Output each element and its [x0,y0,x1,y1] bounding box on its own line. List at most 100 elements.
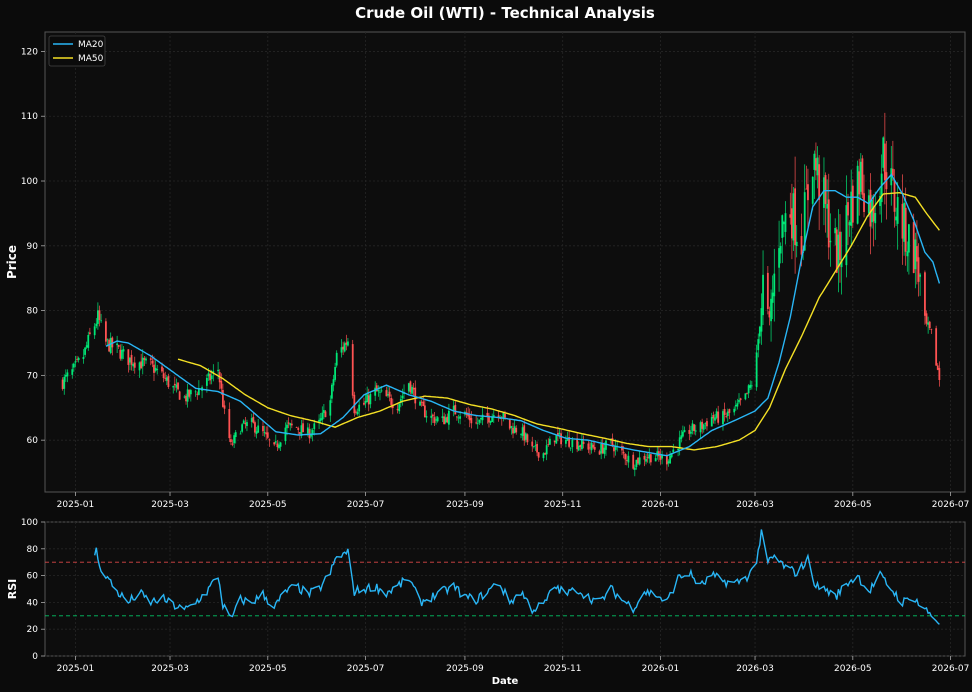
candle-body [156,369,159,370]
candle-body [670,453,673,458]
candle-body [127,349,130,365]
x-tick-label: 2025-11 [544,664,582,674]
candle-body [789,214,792,218]
candle-body [387,393,389,396]
candle-body [502,412,505,419]
candle-body [379,391,381,393]
candle-body [246,422,248,426]
candle-body [106,339,109,341]
candle-body [207,373,210,377]
candle-body [593,447,596,450]
candle-body [613,447,615,452]
candle-body [241,424,244,432]
candle-body [914,239,917,270]
candle-body [431,414,434,417]
candle-body [273,442,276,445]
candle-body [234,432,237,438]
y-tick-label: 70 [27,371,39,381]
candle-body [322,410,325,413]
x-tick-label: 2026-07 [932,500,970,510]
candle-body [699,422,702,433]
candle-body [88,332,91,334]
candle-body [66,372,69,377]
candle-body [818,164,821,200]
candle-body [532,446,535,447]
candle-body [755,352,758,388]
candle-body [678,437,681,449]
candle-body [310,434,312,437]
candle-body [456,416,458,418]
candle-body [924,272,926,316]
candle-body [274,441,277,443]
candle-body [446,416,449,423]
candle-body [582,441,585,445]
candle-body [589,447,591,449]
candle-body [614,445,617,450]
candle-body [766,272,769,309]
candle-body [659,455,662,460]
candle-body [254,422,256,433]
ma20-line [105,173,941,457]
candle-body [520,434,522,436]
price-y-axis: 60 70 80 90 100 110 120 [21,47,45,446]
candle-body [648,454,651,459]
candle-body [64,374,67,377]
candle-body [807,184,809,201]
candle-body [690,431,692,434]
candle-body [938,368,941,381]
candle-body [457,417,460,419]
x-tick-label: 2025-09 [446,500,484,510]
candle-body [499,418,502,419]
candle-body [795,241,798,247]
candle-body [84,347,86,355]
candle-body [278,444,280,448]
candle-body [680,435,683,439]
candle-body [210,375,213,380]
candle-body [194,391,197,393]
candle-body [672,449,675,453]
candle-body [723,408,726,416]
candle-body [385,390,388,397]
candle-body [646,457,649,459]
candle-body [87,334,90,348]
candle-body [925,313,928,324]
candle-body [414,387,417,404]
candle-body [173,383,176,386]
candle-body [624,454,627,460]
candle-body [355,411,357,413]
rsi-x-axis: 2025-01 2025-03 2025-05 2025-07 2025-09 2025-… [57,656,969,674]
candle-body [436,417,439,422]
y-tick-label: 120 [21,47,38,57]
candle-body [480,417,482,420]
candle-body [255,431,258,434]
candle-body [364,400,367,404]
candle-body [560,433,562,445]
candle-body [726,411,729,416]
candle-body [268,439,271,441]
candle-body [287,422,290,424]
candle-body [927,322,930,325]
candle-body [172,386,175,388]
candle-body [441,416,444,419]
candle-body [883,143,886,181]
candle-body [492,415,495,417]
candle-body [815,158,817,171]
y-tick-label: 40 [27,598,39,608]
candle-body [534,445,537,447]
candle-body [231,443,234,445]
candle-body [872,206,875,222]
candle-body [153,364,155,373]
candle-body [380,390,383,392]
candle-body [548,438,551,445]
candle-body [637,457,639,464]
y-tick-label: 80 [27,545,39,555]
candle-body [223,405,226,409]
candle-body [345,342,348,345]
x-tick-label: 2025-09 [446,664,484,674]
candle-body [196,393,199,395]
candle-body [470,418,473,424]
candle-body [154,367,157,371]
candle-body [151,360,154,364]
candle-body [61,379,64,390]
